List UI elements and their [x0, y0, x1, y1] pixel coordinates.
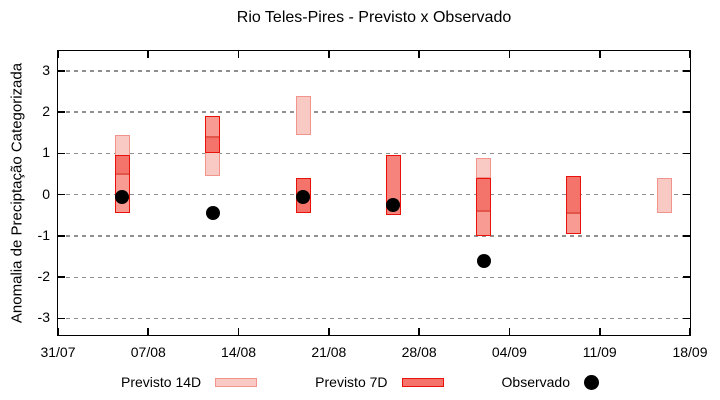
- y-tick-mark: [58, 317, 65, 320]
- chart-title: Rio Teles-Pires - Previsto x Observado: [236, 9, 512, 26]
- y-tick-label: 0: [42, 185, 50, 202]
- x-tick-label: 31/07: [40, 344, 76, 360]
- y-tick-mark: [683, 70, 690, 72]
- observado-dot: [115, 189, 130, 204]
- y-tick-label: -1: [37, 226, 50, 243]
- previsto-7d-bar-border: [385, 155, 401, 216]
- x-tick-mark: [508, 328, 511, 335]
- x-tick-label: 07/08: [130, 344, 166, 360]
- x-tick-mark: [508, 51, 511, 58]
- x-tick-label: 04/09: [491, 344, 527, 360]
- previsto-7d-bar-upper: [476, 178, 492, 212]
- observado-dot: [476, 253, 491, 268]
- x-tick-label: 14/08: [221, 344, 257, 360]
- y-tick-mark: [58, 193, 65, 196]
- y-tick-label: 1: [42, 144, 50, 161]
- previsto-7d-swatch: [401, 377, 444, 387]
- x-tick-mark: [237, 328, 240, 335]
- previsto-7d-bar-border: [205, 116, 221, 154]
- x-tick-mark: [418, 328, 420, 335]
- y-tick-mark: [683, 193, 690, 196]
- x-tick-mark: [57, 328, 59, 335]
- observado-dot: [205, 206, 220, 221]
- x-tick-mark: [689, 51, 691, 58]
- previsto-14d-bar: [295, 95, 311, 135]
- plot-area: 3 2 1 0 -1 -2 -3 31/07 07/08 14/08 21/08 28/08 04/09…: [38, 50, 708, 360]
- previsto-7d-bar-border: [566, 176, 582, 234]
- x-tick-label: 18/09: [672, 344, 708, 360]
- legend-item-previsto-7d: Previsto 7D: [315, 374, 444, 390]
- y-tick-mark: [58, 152, 65, 155]
- x-tick-mark: [598, 51, 601, 58]
- previsto-7d-bar-border: [476, 178, 492, 236]
- gridline: [58, 152, 690, 155]
- x-tick-mark: [328, 51, 330, 58]
- x-tick-mark: [147, 328, 150, 335]
- previsto-7d-median-line: [566, 212, 582, 214]
- previsto-7d-median-line: [205, 136, 221, 138]
- x-tick-label: 11/09: [582, 344, 617, 360]
- observado-dot: [386, 197, 401, 212]
- legend: Previsto 14D Previsto 7D Observado: [0, 374, 720, 390]
- gridline: [58, 70, 690, 72]
- previsto-7d-median-line: [476, 210, 492, 212]
- gridline: [58, 193, 690, 196]
- previsto-7d-bar-border: [114, 155, 130, 214]
- x-tick-label: 28/08: [401, 344, 437, 360]
- y-tick-mark: [58, 276, 65, 278]
- gridline: [58, 276, 690, 278]
- gridline: [58, 317, 690, 320]
- previsto-7d-bar-lower: [476, 211, 492, 236]
- x-tick-mark: [237, 51, 240, 58]
- previsto-7d-bar-lower: [566, 213, 582, 234]
- previsto-7d-median-line: [114, 173, 130, 175]
- observado-dot: [296, 189, 311, 204]
- y-tick-label: 3: [42, 61, 50, 78]
- x-tick-mark: [418, 51, 420, 58]
- x-tick-mark: [147, 51, 150, 58]
- y-tick-mark: [58, 111, 65, 113]
- y-tick-label: -3: [37, 309, 50, 326]
- previsto-7d-bar-upper: [114, 155, 130, 174]
- x-tick-mark: [328, 328, 330, 335]
- y-tick-mark: [683, 317, 690, 320]
- previsto-7d-bar-lower: [205, 136, 221, 154]
- gridline: [58, 235, 690, 237]
- y-tick-mark: [58, 70, 65, 72]
- previsto-14d-swatch: [215, 377, 258, 387]
- legend-item-observado: Observado: [502, 374, 599, 390]
- previsto-14d-bar: [476, 157, 492, 179]
- observado-dot-swatch: [584, 374, 599, 390]
- x-tick-mark: [689, 328, 691, 335]
- legend-label-previsto-7d: Previsto 7D: [315, 374, 388, 390]
- y-tick-mark: [58, 235, 65, 237]
- gridline: [58, 111, 690, 113]
- previsto-14d-bar: [656, 178, 672, 214]
- x-tick-label: 21/08: [311, 344, 347, 360]
- previsto-7d-bar-upper: [566, 176, 582, 214]
- y-tick-mark: [683, 235, 690, 237]
- y-tick-label: -2: [37, 268, 50, 285]
- y-tick-label: 2: [42, 103, 50, 120]
- legend-label-observado: Observado: [501, 374, 570, 390]
- legend-item-previsto-14d: Previsto 14D: [121, 374, 258, 390]
- y-tick-mark: [683, 276, 690, 278]
- x-tick-mark: [57, 51, 59, 58]
- y-tick-mark: [683, 111, 690, 113]
- legend-label-previsto-14d: Previsto 14D: [121, 374, 202, 390]
- y-tick-mark: [683, 152, 690, 155]
- x-tick-mark: [598, 328, 601, 335]
- previsto-7d-bar-upper: [205, 116, 221, 137]
